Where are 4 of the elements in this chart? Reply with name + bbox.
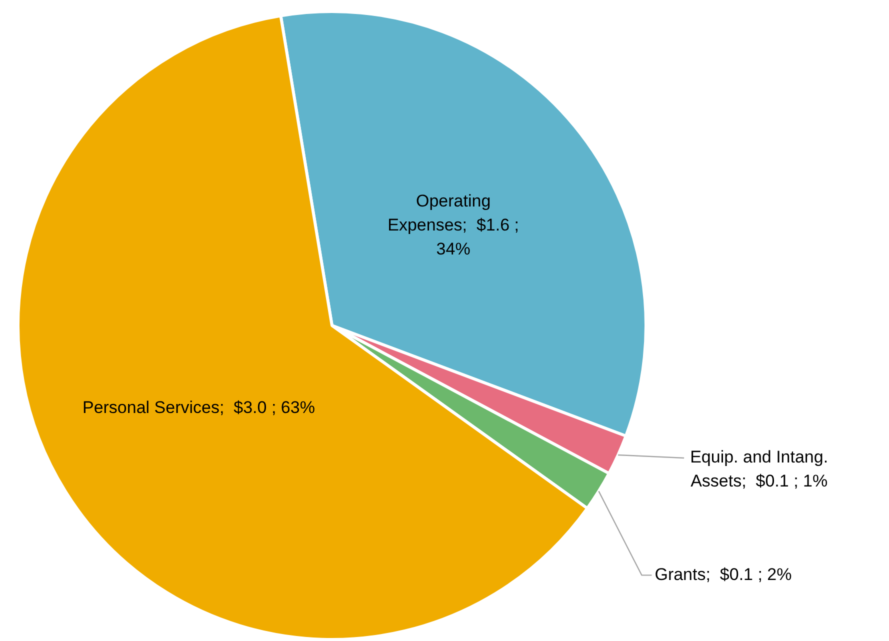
- slice-label: Personal Services; $3.0 ; 63%: [82, 398, 315, 418]
- slice-label: Grants; $0.1 ; 2%: [654, 564, 792, 584]
- slice-label: Operating Expenses; $1.6 ; 34%: [388, 192, 520, 259]
- slice-label: Equip. and Intang. Assets; $0.1 ; 1%: [690, 448, 828, 491]
